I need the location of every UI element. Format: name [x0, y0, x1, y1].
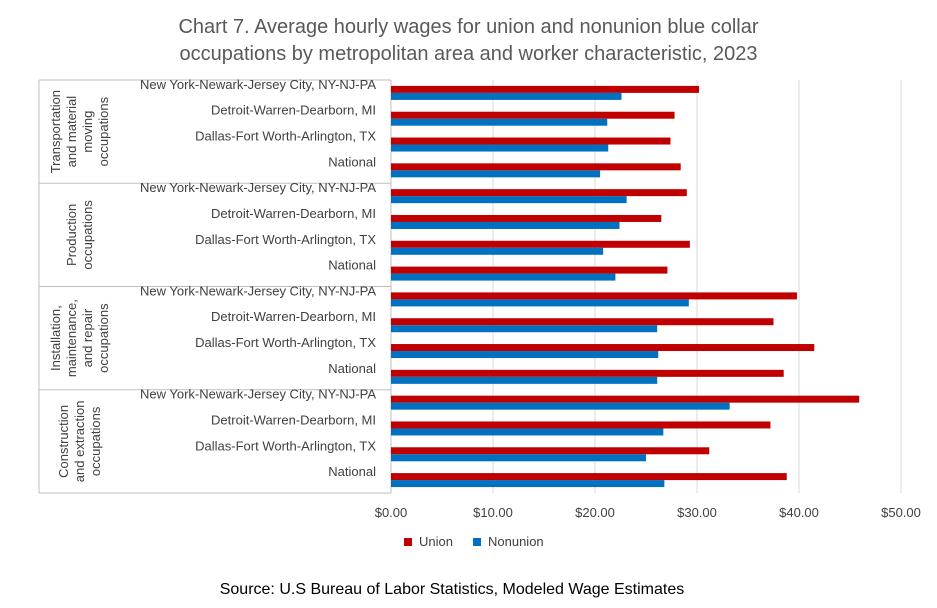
- category-label: Dallas-Fort Worth-Arlington, TX: [195, 335, 376, 350]
- chart-title-line-1: Chart 7. Average hourly wages for union …: [178, 16, 759, 38]
- nonunion-bar: [391, 247, 604, 255]
- category-label: Dallas-Fort Worth-Arlington, TX: [195, 129, 376, 144]
- category-label: National: [328, 258, 376, 273]
- category-label: New York-Newark-Jersey City, NY-NJ-PA: [140, 180, 376, 195]
- group-label-line: Transportation: [48, 90, 63, 173]
- group-label-line: Production: [64, 204, 79, 266]
- legend-item-nonunion: Nonunion: [473, 534, 544, 549]
- group-label-line: occupations: [80, 200, 95, 270]
- category-label: Detroit-Warren-Dearborn, MI: [211, 309, 376, 324]
- nonunion-bar: [391, 196, 627, 204]
- x-tick-label: $40.00: [779, 505, 819, 520]
- union-bar: [391, 318, 774, 326]
- category-label: Detroit-Warren-Dearborn, MI: [211, 412, 376, 427]
- nonunion-bar: [391, 325, 658, 333]
- x-tick-label: $30.00: [677, 505, 717, 520]
- category-label: Dallas-Fort Worth-Arlington, TX: [195, 232, 376, 247]
- group-label-line: occupations: [96, 96, 111, 166]
- legend-swatch-union: [404, 537, 412, 546]
- nonunion-bar: [391, 351, 659, 359]
- category-label: New York-Newark-Jersey City, NY-NJ-PA: [140, 77, 376, 92]
- category-label: National: [328, 464, 376, 479]
- union-bar: [391, 395, 860, 403]
- union-bar: [391, 137, 671, 145]
- group-label: Productionoccupations: [64, 200, 95, 270]
- union-bar: [391, 473, 787, 481]
- x-tick-label: $0.00: [375, 505, 408, 520]
- group-label-line: Installation,: [48, 305, 63, 371]
- nonunion-bar: [391, 428, 664, 436]
- nonunion-bar: [391, 170, 601, 178]
- source-note: Source: U.S Bureau of Labor Statistics, …: [219, 581, 685, 598]
- category-label: New York-Newark-Jersey City, NY-NJ-PA: [140, 387, 376, 402]
- group-label: Installation,maintenance,and repairoccup…: [48, 299, 111, 377]
- nonunion-bar: [391, 273, 616, 281]
- nonunion-bar: [391, 454, 646, 462]
- category-label: Dallas-Fort Worth-Arlington, TX: [195, 438, 376, 453]
- group-label-line: and repair: [80, 308, 95, 367]
- nonunion-bar: [391, 221, 620, 229]
- group-label-line: occupations: [88, 406, 103, 476]
- category-label: National: [328, 361, 376, 376]
- group-label-line: moving: [80, 111, 95, 153]
- category-label: New York-Newark-Jersey City, NY-NJ-PA: [140, 283, 376, 298]
- union-bar: [391, 369, 784, 377]
- union-bar: [391, 266, 668, 274]
- category-label: Detroit-Warren-Dearborn, MI: [211, 206, 376, 221]
- group-label: Constructionand extractionoccupations: [56, 401, 103, 483]
- chart-title: Chart 7. Average hourly wages for union …: [0, 14, 937, 68]
- x-tick-label: $50.00: [881, 505, 921, 520]
- nonunion-bar: [391, 376, 658, 384]
- legend-label-union: Union: [419, 534, 453, 549]
- nonunion-bar: [391, 144, 609, 152]
- union-bar: [391, 421, 771, 429]
- x-tick-label: $20.00: [575, 505, 615, 520]
- nonunion-bar: [391, 118, 608, 126]
- union-bar: [391, 189, 687, 197]
- category-label: Detroit-Warren-Dearborn, MI: [211, 103, 376, 118]
- union-bar: [391, 163, 681, 171]
- nonunion-bar: [391, 402, 730, 410]
- x-tick-label: $10.00: [473, 505, 513, 520]
- group-label-line: Construction: [56, 405, 71, 478]
- group-label-line: and extraction: [72, 401, 87, 483]
- union-bar: [391, 214, 662, 222]
- nonunion-bar: [391, 92, 622, 100]
- legend-swatch-nonunion: [473, 537, 481, 546]
- nonunion-bar: [391, 480, 665, 488]
- group-label: Transportationand materialmovingoccupati…: [48, 90, 111, 173]
- union-bar: [391, 344, 815, 352]
- union-bar: [391, 447, 710, 455]
- category-label: National: [328, 154, 376, 169]
- union-bar: [391, 85, 700, 93]
- legend-item-union: Union: [404, 534, 453, 549]
- group-label-line: maintenance,: [64, 299, 79, 377]
- group-label-line: and material: [64, 96, 79, 168]
- union-bar: [391, 240, 690, 248]
- group-label-line: occupations: [96, 303, 111, 373]
- union-bar: [391, 111, 675, 119]
- union-bar: [391, 292, 797, 300]
- legend-label-nonunion: Nonunion: [488, 534, 544, 549]
- nonunion-bar: [391, 299, 689, 307]
- chart-title-line-2: occupations by metropolitan area and wor…: [179, 43, 758, 65]
